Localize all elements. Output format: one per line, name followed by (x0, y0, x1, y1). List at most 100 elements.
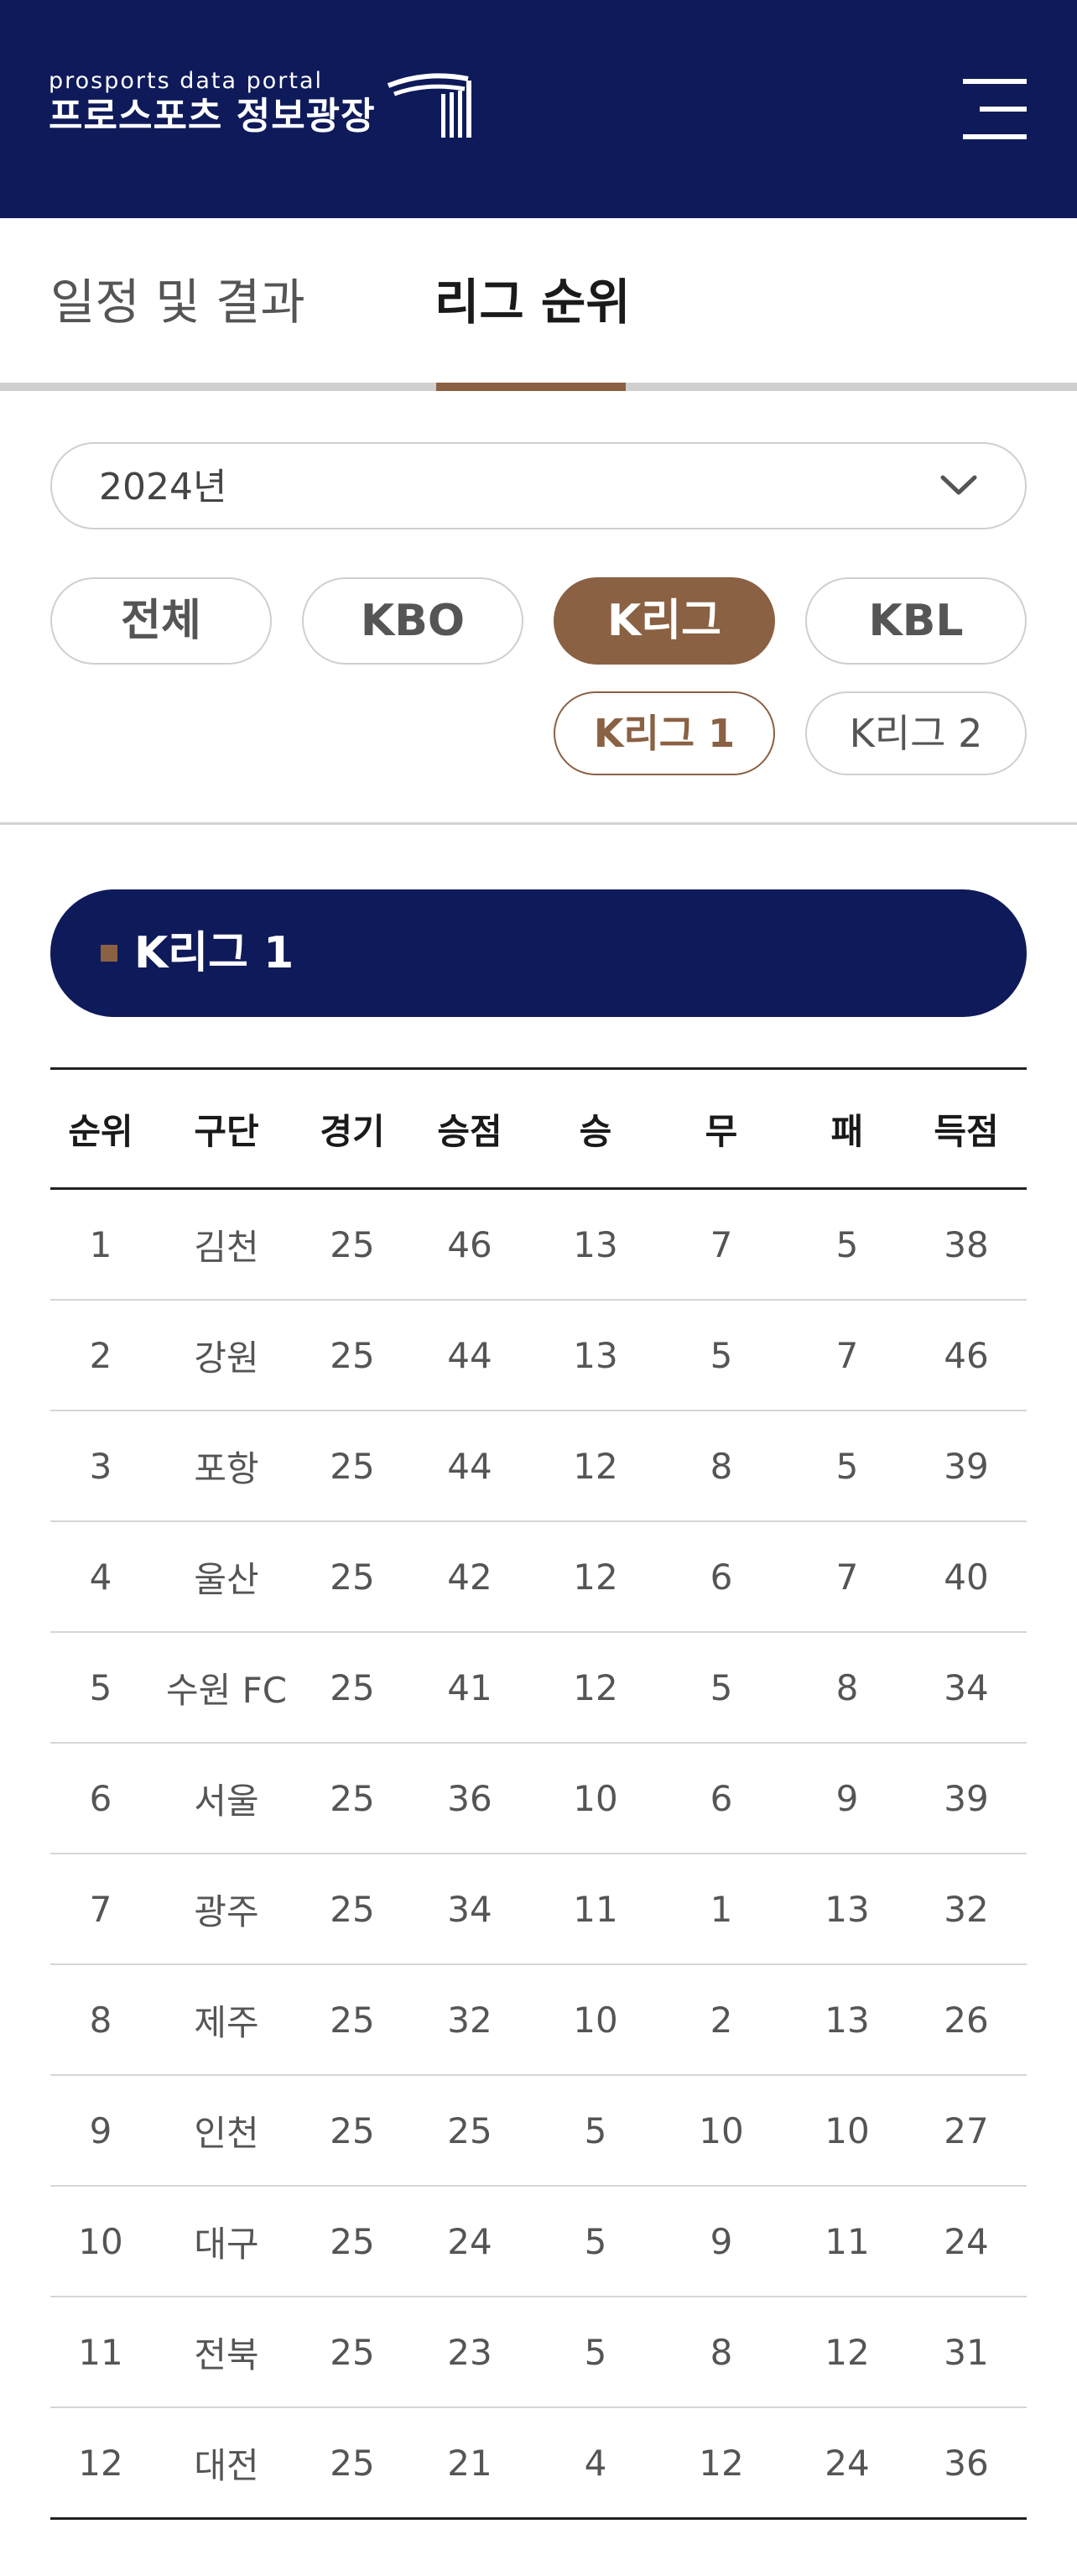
table-cell: 23 (403, 2297, 537, 2408)
table-cell: 6 (50, 1743, 151, 1854)
tab-bar: 일정 및 결과 리그 순위 (0, 218, 1077, 393)
section-divider (0, 822, 1077, 825)
table-cell: 11 (50, 2297, 151, 2408)
table-cell: 3 (50, 1411, 151, 1522)
table-cell: 25 (302, 1854, 403, 1965)
table-cell: 25 (302, 1521, 403, 1633)
table-cell: 34 (906, 1632, 1027, 1744)
table-cell: 27 (906, 2075, 1027, 2187)
table-row: 1 김천 25 46 13 7 5 38 (50, 1188, 1027, 1301)
table-cell: 10 (654, 2075, 788, 2187)
table-cell: 36 (906, 2407, 1027, 2520)
table-cell: 12 (537, 1521, 654, 1633)
filter-all-button[interactable]: 전체 (50, 577, 272, 665)
tab-schedule-results[interactable]: 일정 및 결과 (50, 274, 305, 331)
active-tab-indicator (436, 383, 626, 391)
table-cell: 25 (302, 1411, 403, 1522)
table-row: 5 수원 FC 25 41 12 5 8 34 (50, 1632, 1027, 1744)
filter-kbl-button[interactable]: KBL (805, 577, 1027, 665)
table-cell: 4 (50, 1521, 151, 1633)
table-cell: 5 (50, 1632, 151, 1744)
table-cell: 10 (50, 2186, 151, 2297)
year-select[interactable]: 2024년 (50, 442, 1027, 529)
tab-league-standings[interactable]: 리그 순위 (434, 274, 631, 331)
table-cell: 40 (906, 1521, 1027, 1633)
table-cell: 25 (302, 1188, 403, 1301)
table-cell: 46 (906, 1300, 1027, 1411)
table-cell: 1 (50, 1188, 151, 1301)
table-cell: 2 (50, 1300, 151, 1411)
table-cell: 7 (788, 1300, 906, 1411)
col-points: 승점 (403, 1067, 537, 1190)
standings-body: 1 김천 25 46 13 7 5 38 2 강원 25 44 13 5 7 46 3 포항 25 44 12 8 5 39 4… (50, 1188, 1027, 2520)
table-cell: 39 (906, 1411, 1027, 1522)
table-row: 8 제주 25 32 10 2 13 26 (50, 1964, 1027, 2076)
filter-kbo-button[interactable]: KBO (302, 577, 523, 665)
site-logo[interactable]: prosports data portal 프로스포츠 정보광장 (49, 69, 471, 139)
table-cell: 25 (302, 1964, 403, 2076)
table-row: 12 대전 25 21 4 12 24 36 (50, 2407, 1027, 2520)
table-cell: 10 (537, 1964, 654, 2076)
table-cell: 11 (788, 2186, 906, 2297)
table-row: 6 서울 25 36 10 6 9 39 (50, 1743, 1027, 1854)
table-row: 11 전북 25 23 5 8 12 31 (50, 2297, 1027, 2408)
col-games: 경기 (302, 1067, 403, 1190)
filter-kleague1-button[interactable]: K리그 1 (554, 691, 775, 775)
table-cell: 12 (788, 2297, 906, 2408)
table-cell: 44 (403, 1300, 537, 1411)
table-cell: 포항 (151, 1411, 302, 1522)
filter-kleague-button[interactable]: K리그 (554, 577, 775, 665)
table-cell: 25 (302, 2407, 403, 2520)
table-cell: 대구 (151, 2186, 302, 2297)
table-cell: 5 (537, 2075, 654, 2187)
col-club: 구단 (151, 1067, 302, 1190)
table-row: 3 포항 25 44 12 8 5 39 (50, 1411, 1027, 1522)
table-cell: 8 (50, 1964, 151, 2076)
table-cell: 32 (906, 1854, 1027, 1965)
table-cell: 6 (654, 1743, 788, 1854)
table-cell: 수원 FC (151, 1632, 302, 1744)
table-row: 4 울산 25 42 12 6 7 40 (50, 1521, 1027, 1633)
table-cell: 전북 (151, 2297, 302, 2408)
table-cell: 9 (788, 1743, 906, 1854)
table-cell: 제주 (151, 1964, 302, 2076)
year-select-value: 2024년 (99, 466, 227, 508)
table-cell: 26 (906, 1964, 1027, 2076)
site-header: prosports data portal 프로스포츠 정보광장 (0, 0, 1077, 218)
logo-title: 프로스포츠 정보광장 (49, 95, 376, 138)
table-cell: 5 (654, 1632, 788, 1744)
table-cell: 10 (537, 1743, 654, 1854)
hamburger-menu-icon[interactable] (963, 79, 1027, 139)
table-cell: 38 (906, 1188, 1027, 1301)
filter-kleague2-button[interactable]: K리그 2 (805, 691, 1027, 775)
table-cell: 7 (788, 1521, 906, 1633)
table-cell: 13 (537, 1188, 654, 1301)
table-cell: 2 (654, 1964, 788, 2076)
table-cell: 광주 (151, 1854, 302, 1965)
table-cell: 5 (654, 1300, 788, 1411)
table-cell: 6 (654, 1521, 788, 1633)
table-cell: 13 (537, 1300, 654, 1411)
chevron-down-icon (940, 475, 977, 495)
table-cell: 46 (403, 1188, 537, 1301)
table-cell: 10 (788, 2075, 906, 2187)
stadium-logo-icon (387, 73, 471, 138)
table-cell: 강원 (151, 1300, 302, 1411)
square-bullet-icon (101, 945, 117, 962)
table-cell: 25 (302, 2297, 403, 2408)
table-cell: 13 (788, 1854, 906, 1965)
table-cell: 9 (654, 2186, 788, 2297)
table-cell: 21 (403, 2407, 537, 2520)
table-cell: 25 (302, 2186, 403, 2297)
table-cell: 25 (403, 2075, 537, 2187)
table-cell: 인천 (151, 2075, 302, 2187)
league-title: K리그 1 (134, 928, 294, 978)
table-cell: 25 (302, 1632, 403, 1744)
table-row: 7 광주 25 34 11 1 13 32 (50, 1854, 1027, 1965)
table-row: 2 강원 25 44 13 5 7 46 (50, 1300, 1027, 1411)
col-losses: 패 (788, 1067, 906, 1190)
table-cell: 34 (403, 1854, 537, 1965)
table-cell: 42 (403, 1521, 537, 1633)
col-goals: 득점 (906, 1067, 1027, 1190)
table-cell: 9 (50, 2075, 151, 2187)
